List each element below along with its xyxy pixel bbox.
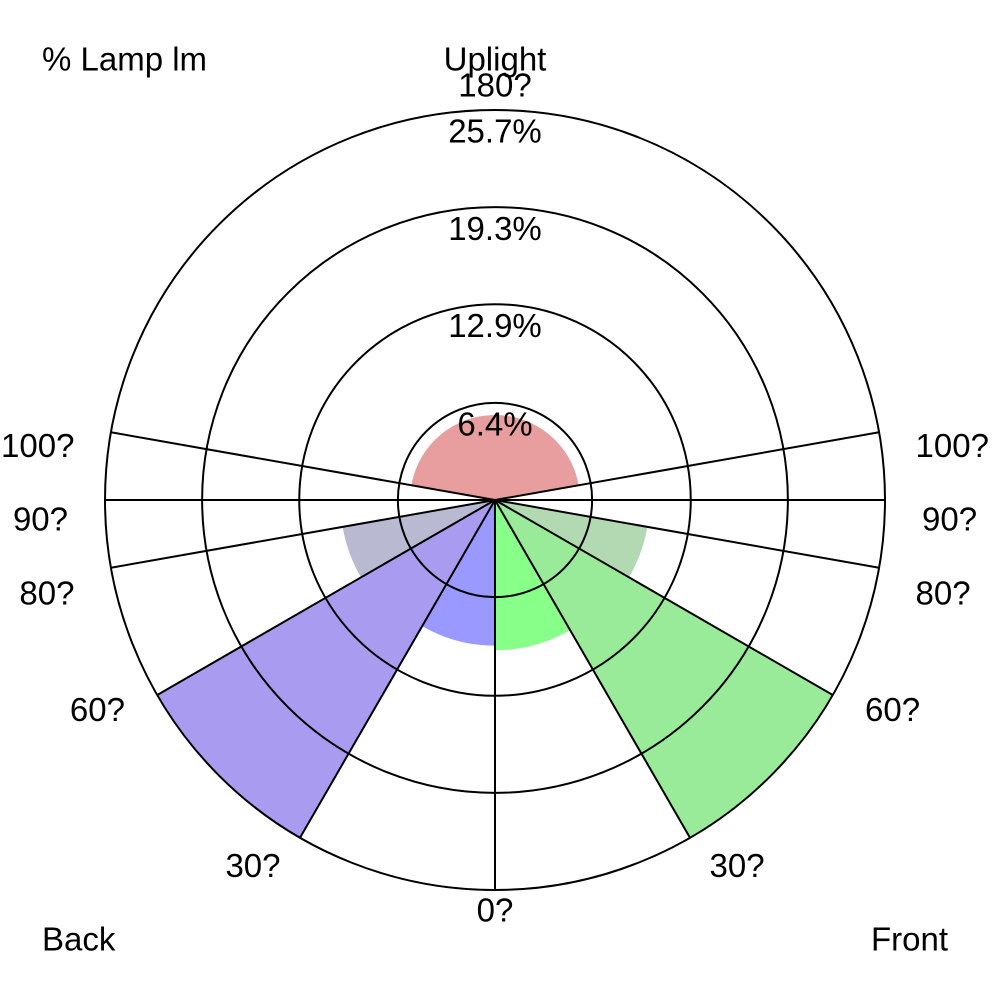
angle-line — [110, 431, 496, 501]
angle-label: 180? — [458, 67, 531, 104]
angle-label: 90? — [922, 501, 977, 538]
angle-line — [110, 499, 496, 569]
angle-label: 0? — [477, 892, 514, 929]
angle-label: 100? — [1, 427, 74, 464]
zone-wedge — [495, 500, 648, 578]
ring-label: 12.9% — [448, 307, 542, 344]
angle-label: 90? — [13, 501, 68, 538]
corner-label: Back — [42, 921, 116, 958]
angle-label: 30? — [710, 847, 765, 884]
zone-wedge — [157, 500, 495, 838]
angle-label: 60? — [70, 691, 125, 728]
ring-label: 25.7% — [448, 113, 542, 150]
angle-line — [156, 499, 496, 696]
angle-line — [494, 499, 691, 839]
angle-label: 30? — [225, 847, 280, 884]
angle-line — [299, 499, 496, 839]
zone-wedge — [411, 415, 579, 500]
ring-label: 6.4% — [457, 406, 532, 443]
zone-wedge — [342, 500, 495, 578]
angle-label: 60? — [865, 691, 920, 728]
angle-line — [494, 499, 880, 569]
angle-label: 80? — [916, 575, 971, 612]
zone-wedge — [495, 500, 571, 651]
angle-line — [494, 431, 880, 501]
ring-label: 19.3% — [448, 210, 542, 247]
angle-label: 80? — [19, 575, 74, 612]
angle-line — [494, 499, 834, 696]
zone-wedge — [495, 500, 833, 838]
corner-label: Front — [871, 921, 948, 958]
angle-label: 100? — [916, 427, 989, 464]
zone-wedge — [422, 500, 495, 646]
corner-label: Uplight — [444, 41, 547, 78]
corner-label: % Lamp lm — [42, 41, 207, 78]
